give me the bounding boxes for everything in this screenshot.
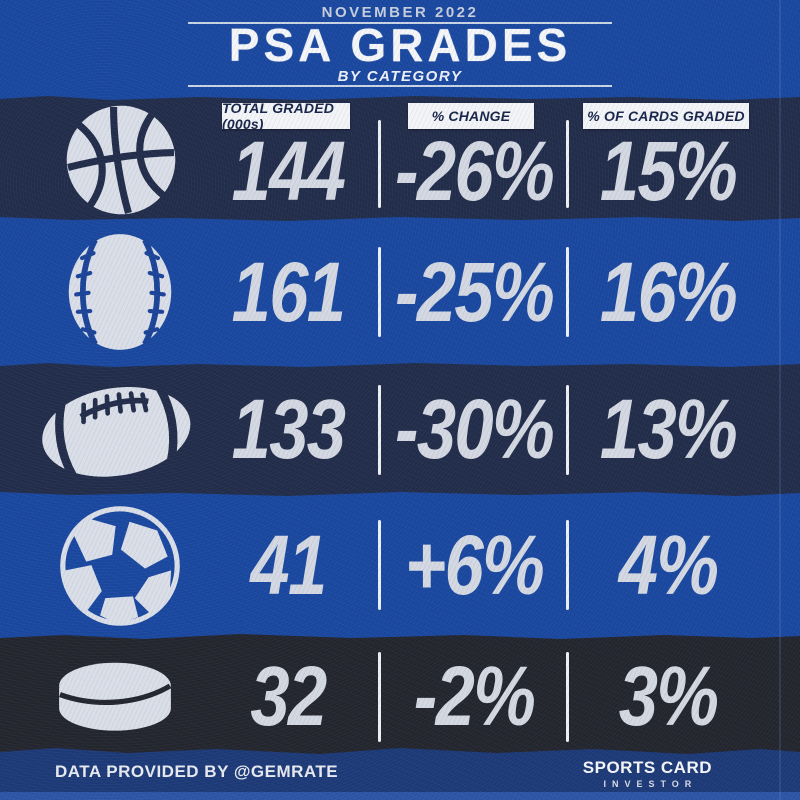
divider <box>378 651 381 742</box>
value-total: 32 <box>250 649 327 743</box>
stats-table: TOTAL GRADED (000s) % CHANGE % OF CARDS … <box>0 95 800 760</box>
column-header-total: TOTAL GRADED (000s) <box>222 103 350 129</box>
page-title: PSA GRADES <box>228 19 572 71</box>
soccer-ball-icon <box>54 501 186 631</box>
table-row-basketball: TOTAL GRADED (000s) % CHANGE % OF CARDS … <box>0 95 800 222</box>
divider <box>566 385 569 475</box>
footer: DATA PROVIDED BY @GEMRATE SPORTS CARD IN… <box>0 748 800 792</box>
value-share: 16% <box>599 244 738 339</box>
header-rule-top <box>188 22 612 24</box>
brand-logo-line1: SPORTS CARD <box>582 758 712 777</box>
divider <box>566 651 569 742</box>
value-change: -30% <box>395 382 554 476</box>
table-row-hockey: 32 -2% 3% <box>0 634 800 760</box>
value-change: -26% <box>395 124 554 218</box>
table-row-soccer: 41 +6% 4% <box>0 497 800 633</box>
divider <box>378 385 381 475</box>
brand-logo: SPORTS CARD INVESTOR <box>583 758 712 789</box>
data-source-credit: DATA PROVIDED BY @GEMRATE <box>55 762 339 781</box>
value-change: -25% <box>395 244 555 339</box>
value-share: 4% <box>618 517 719 612</box>
brand-logo-line2: INVESTOR <box>603 779 698 789</box>
value-total: 161 <box>231 244 346 339</box>
divider <box>566 247 569 337</box>
masthead: NOVEMBER 2022 PSA GRADES BY CATEGORY <box>0 0 800 95</box>
table-row-baseball: 161 -25% 16% <box>0 222 800 362</box>
baseball-icon <box>62 230 178 354</box>
divider <box>566 120 569 208</box>
value-share: 13% <box>599 382 737 476</box>
value-change: +6% <box>404 517 545 612</box>
divider <box>378 247 381 337</box>
footer-bottom-strip <box>0 792 800 800</box>
table-row-football: 133 -30% 13% <box>0 362 800 497</box>
basketball-icon <box>48 101 194 219</box>
page-subtitle: BY CATEGORY <box>337 68 463 85</box>
divider <box>566 520 569 610</box>
divider <box>378 120 381 208</box>
football-icon <box>30 374 202 486</box>
column-header-share: % OF CARDS GRADED <box>583 103 749 129</box>
header-rule-bottom <box>188 85 612 87</box>
value-share: 3% <box>618 649 719 743</box>
value-total: 144 <box>231 124 345 218</box>
value-share: 15% <box>599 124 737 218</box>
value-total: 41 <box>250 517 327 612</box>
value-change: -2% <box>413 649 536 743</box>
value-total: 133 <box>231 382 345 476</box>
hockey-puck-icon <box>48 655 182 741</box>
divider <box>378 520 381 610</box>
period-label: NOVEMBER 2022 <box>321 4 479 21</box>
column-header-change: % CHANGE <box>408 103 534 129</box>
